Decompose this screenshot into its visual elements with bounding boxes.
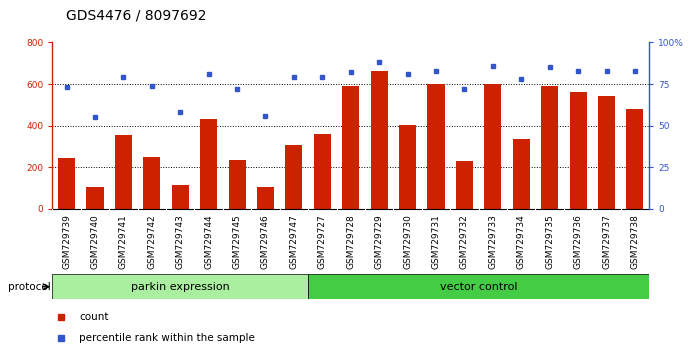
Bar <box>399 125 416 209</box>
Bar <box>200 119 217 209</box>
Bar <box>513 139 530 209</box>
Bar <box>58 158 75 209</box>
Bar <box>371 70 387 209</box>
Bar <box>172 185 188 209</box>
Text: GSM729737: GSM729737 <box>602 214 611 269</box>
Bar <box>541 86 558 209</box>
Text: GSM729734: GSM729734 <box>517 214 526 269</box>
Bar <box>484 84 501 209</box>
Bar <box>228 160 246 209</box>
Text: vector control: vector control <box>440 282 517 292</box>
Bar <box>570 92 586 209</box>
Bar <box>87 187 103 209</box>
Text: GSM729739: GSM729739 <box>62 214 71 269</box>
Text: GSM729727: GSM729727 <box>318 214 327 269</box>
Text: GSM729740: GSM729740 <box>91 214 100 269</box>
Text: GSM729746: GSM729746 <box>261 214 270 269</box>
Text: GSM729728: GSM729728 <box>346 214 355 269</box>
Text: GSM729729: GSM729729 <box>375 214 384 269</box>
Bar <box>143 157 161 209</box>
Bar <box>115 135 132 209</box>
Text: GSM729741: GSM729741 <box>119 214 128 269</box>
Bar <box>342 86 359 209</box>
Text: GSM729742: GSM729742 <box>147 214 156 269</box>
Bar <box>52 274 308 299</box>
Text: GSM729735: GSM729735 <box>545 214 554 269</box>
Bar <box>626 109 644 209</box>
Bar <box>456 161 473 209</box>
Text: protocol: protocol <box>8 282 51 292</box>
Text: percentile rank within the sample: percentile rank within the sample <box>79 333 255 343</box>
Bar <box>314 134 331 209</box>
Text: GSM729738: GSM729738 <box>630 214 639 269</box>
Text: GSM729745: GSM729745 <box>232 214 242 269</box>
Text: GSM729736: GSM729736 <box>574 214 583 269</box>
Text: GSM729744: GSM729744 <box>204 214 213 269</box>
Text: GSM729733: GSM729733 <box>489 214 498 269</box>
Bar <box>285 145 302 209</box>
Text: count: count <box>79 312 109 322</box>
Bar <box>598 96 615 209</box>
Text: parkin expression: parkin expression <box>131 282 230 292</box>
Text: GSM729732: GSM729732 <box>460 214 469 269</box>
Text: GSM729731: GSM729731 <box>431 214 440 269</box>
Text: GDS4476 / 8097692: GDS4476 / 8097692 <box>66 9 207 23</box>
Bar <box>308 274 649 299</box>
Bar <box>427 84 445 209</box>
Text: GSM729743: GSM729743 <box>176 214 185 269</box>
Text: GSM729747: GSM729747 <box>290 214 299 269</box>
Text: GSM729730: GSM729730 <box>403 214 412 269</box>
Bar <box>257 187 274 209</box>
